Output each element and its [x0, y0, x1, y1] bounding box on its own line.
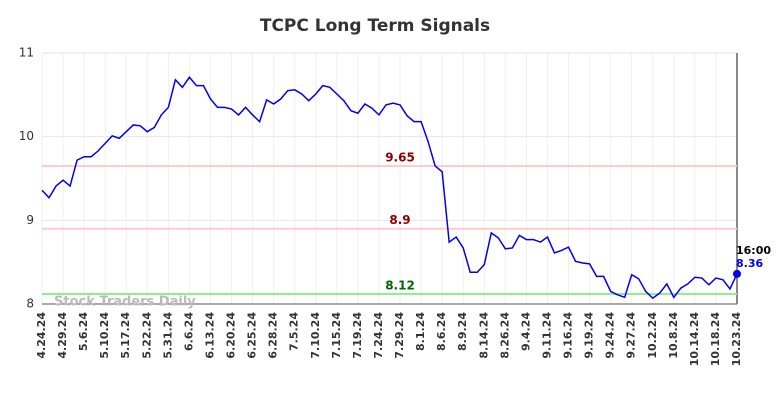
x-tick-label: 4.29.24	[56, 312, 69, 359]
x-tick-label: 10.14.24	[688, 312, 701, 367]
x-tick-label: 6.13.24	[203, 312, 216, 359]
x-tick-label: 8.14.24	[477, 312, 490, 359]
x-tick-label: 8.26.24	[498, 312, 511, 359]
x-tick-label: 9.24.24	[604, 312, 617, 359]
x-tick-label: 9.16.24	[562, 312, 575, 359]
y-tick-label: 8	[26, 297, 34, 311]
x-tick-label: 7.19.24	[351, 312, 364, 359]
x-tick-label: 5.17.24	[119, 312, 132, 359]
x-tick-label: 9.27.24	[625, 312, 638, 359]
x-tick-label: 5.6.24	[77, 312, 90, 351]
x-tick-label: 5.31.24	[161, 312, 174, 359]
signal-label: 8.12	[385, 278, 415, 292]
watermark: Stock Traders Daily	[54, 295, 196, 310]
signal-label: 9.65	[385, 150, 415, 164]
x-tick-label: 7.5.24	[288, 312, 301, 351]
x-tick-label: 8.1.24	[414, 312, 427, 351]
last-time: 16:00	[736, 244, 771, 257]
x-tick-label: 6.20.24	[225, 312, 238, 359]
x-tick-label: 10.23.24	[730, 312, 743, 367]
x-tick-label: 9.4.24	[519, 312, 532, 351]
last-point	[733, 269, 741, 278]
y-tick-label: 10	[19, 129, 34, 143]
y-tick-label: 9	[26, 213, 34, 227]
x-tick-label: 9.11.24	[540, 312, 553, 359]
chart-title: TCPC Long Term Signals	[260, 16, 490, 36]
x-tick-label: 10.18.24	[709, 312, 722, 367]
x-tick-label: 7.29.24	[393, 312, 406, 359]
x-tick-label: 10.8.24	[667, 312, 680, 359]
last-value: 8.36	[736, 257, 763, 270]
x-tick-label: 4.24.24	[35, 312, 48, 359]
x-tick-label: 7.15.24	[330, 312, 343, 359]
x-tick-label: 8.6.24	[435, 312, 448, 351]
x-tick-label: 9.19.24	[583, 312, 596, 359]
x-tick-label: 6.28.24	[267, 312, 280, 359]
x-tick-label: 10.2.24	[646, 312, 659, 359]
x-tick-label: 7.24.24	[372, 312, 385, 359]
x-tick-label: 8.9.24	[456, 312, 469, 351]
y-tick-label: 11	[19, 46, 34, 60]
x-tick-label: 6.6.24	[182, 312, 195, 351]
x-tick-label: 5.10.24	[98, 312, 111, 359]
x-tick-label: 7.10.24	[309, 312, 322, 359]
x-tick-label: 6.25.24	[246, 312, 259, 359]
signal-label: 8.9	[389, 213, 410, 227]
price-line	[41, 76, 738, 300]
x-tick-label: 5.22.24	[140, 312, 153, 359]
